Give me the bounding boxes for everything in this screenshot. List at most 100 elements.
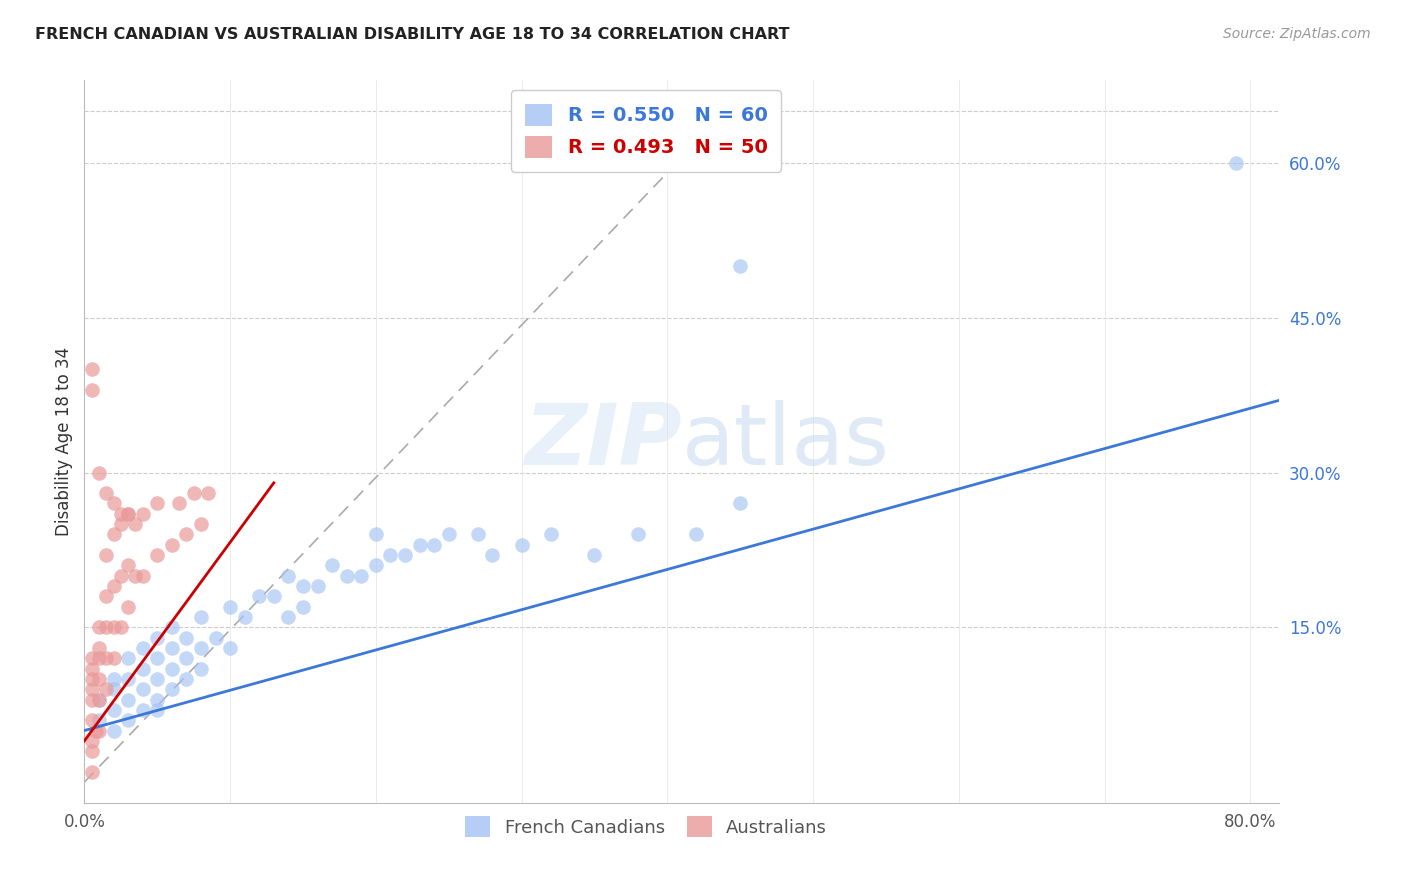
Point <box>87 640 110 655</box>
Point <box>124 568 146 582</box>
Point <box>183 486 205 500</box>
Point <box>190 640 212 655</box>
Point <box>146 672 169 686</box>
Point <box>160 682 183 697</box>
Point <box>685 527 707 541</box>
Point <box>146 631 169 645</box>
Point <box>176 651 198 665</box>
Point <box>160 640 183 655</box>
Y-axis label: Disability Age 18 to 34: Disability Age 18 to 34 <box>55 347 73 536</box>
Point <box>87 620 110 634</box>
Point <box>96 620 118 634</box>
Point <box>350 568 373 582</box>
Point <box>437 527 460 541</box>
Point <box>103 682 125 697</box>
Point <box>583 548 606 562</box>
Point <box>80 672 103 686</box>
Point <box>219 640 242 655</box>
Point <box>291 579 314 593</box>
Point <box>103 651 125 665</box>
Point <box>131 703 153 717</box>
Point <box>96 548 118 562</box>
Point <box>131 568 153 582</box>
Point <box>423 538 446 552</box>
Point <box>87 713 110 727</box>
Point <box>110 517 132 532</box>
Text: ZIP: ZIP <box>524 400 682 483</box>
Point <box>103 672 125 686</box>
Point <box>291 599 314 614</box>
Point <box>131 507 153 521</box>
Point <box>160 538 183 552</box>
Point <box>263 590 285 604</box>
Text: FRENCH CANADIAN VS AUSTRALIAN DISABILITY AGE 18 TO 34 CORRELATION CHART: FRENCH CANADIAN VS AUSTRALIAN DISABILITY… <box>35 27 790 42</box>
Point <box>190 662 212 676</box>
Point <box>80 383 103 397</box>
Point <box>146 496 169 510</box>
Point <box>117 558 139 573</box>
Point <box>80 764 103 779</box>
Point <box>131 662 153 676</box>
Point <box>110 568 132 582</box>
Point <box>190 610 212 624</box>
Point <box>84 723 107 738</box>
Point <box>540 527 562 541</box>
Point <box>307 579 329 593</box>
Point <box>124 517 146 532</box>
Point <box>117 599 139 614</box>
Point <box>394 548 416 562</box>
Point <box>96 651 118 665</box>
Point <box>1225 156 1247 170</box>
Point <box>96 486 118 500</box>
Point <box>87 651 110 665</box>
Point <box>277 610 299 624</box>
Point <box>197 486 219 500</box>
Point <box>131 682 153 697</box>
Point <box>146 651 169 665</box>
Point <box>336 568 359 582</box>
Point <box>160 620 183 634</box>
Point <box>247 590 270 604</box>
Point <box>728 259 751 273</box>
Point <box>481 548 503 562</box>
Point <box>728 496 751 510</box>
Point <box>277 568 299 582</box>
Point <box>80 713 103 727</box>
Text: Source: ZipAtlas.com: Source: ZipAtlas.com <box>1223 27 1371 41</box>
Point <box>380 548 402 562</box>
Point <box>103 496 125 510</box>
Point <box>160 662 183 676</box>
Point <box>110 620 132 634</box>
Point <box>80 734 103 748</box>
Point <box>87 672 110 686</box>
Point <box>110 507 132 521</box>
Point <box>190 517 212 532</box>
Point <box>80 744 103 758</box>
Point <box>176 672 198 686</box>
Point <box>467 527 489 541</box>
Point <box>103 723 125 738</box>
Point <box>364 558 387 573</box>
Point <box>408 538 430 552</box>
Point <box>103 527 125 541</box>
Point <box>80 662 103 676</box>
Point <box>364 527 387 541</box>
Point <box>146 703 169 717</box>
Point <box>80 682 103 697</box>
Legend: French Canadians, Australians: French Canadians, Australians <box>458 809 834 845</box>
Point <box>146 692 169 706</box>
Point <box>87 692 110 706</box>
Point <box>87 466 110 480</box>
Point <box>117 651 139 665</box>
Point <box>96 682 118 697</box>
Point <box>233 610 256 624</box>
Point <box>146 548 169 562</box>
Point <box>117 507 139 521</box>
Point <box>117 672 139 686</box>
Point <box>103 703 125 717</box>
Point <box>80 651 103 665</box>
Point <box>167 496 190 510</box>
Point <box>176 631 198 645</box>
Point <box>96 590 118 604</box>
Text: atlas: atlas <box>682 400 890 483</box>
